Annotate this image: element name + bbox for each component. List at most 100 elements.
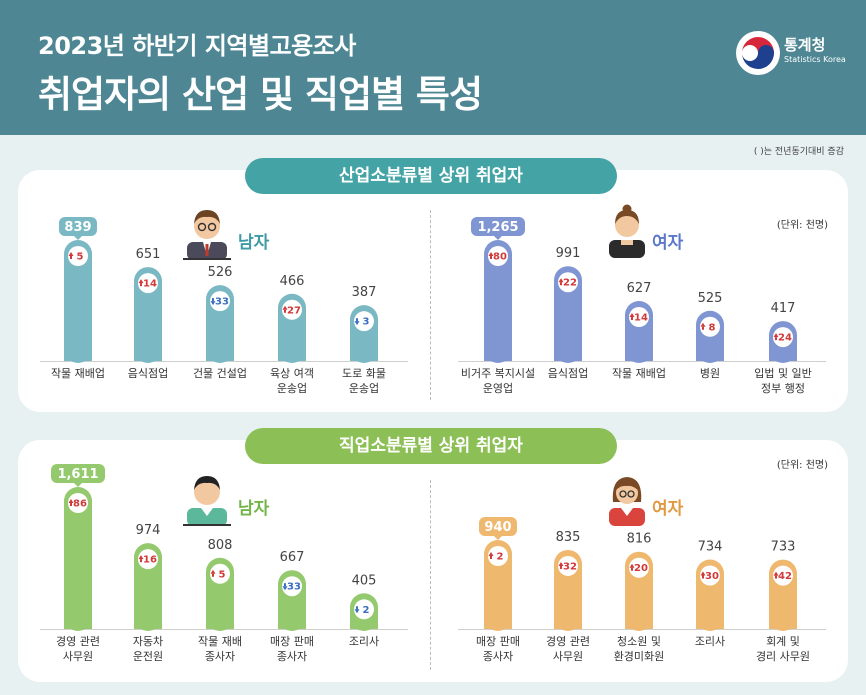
arrow-up-icon [488, 552, 494, 556]
value-tag [51, 464, 105, 483]
value-label: 974 [136, 523, 161, 538]
arrow-down-icon [354, 609, 360, 614]
value-label: 405 [352, 573, 377, 588]
gender-label-female: 여자 [652, 499, 684, 519]
category-label: 음식점업 [548, 367, 588, 380]
value-label: 816 [627, 532, 652, 547]
change-label: 22 [563, 278, 577, 289]
category-label: 매장 판매 [270, 635, 314, 648]
category-label: 운송업 [277, 382, 307, 395]
bar [554, 266, 582, 363]
arrow-down-icon [210, 301, 216, 306]
arrow-up-icon [488, 252, 494, 256]
change-label: 20 [634, 563, 648, 574]
category-label: 작물 재배업 [51, 367, 105, 380]
bar-base [64, 615, 92, 629]
arrow-up-icon [558, 561, 564, 566]
value-label: 1,611 [57, 467, 98, 482]
category-label: 회계 및 [766, 635, 800, 648]
bar-base [206, 615, 234, 629]
arrow-up-stem [490, 556, 492, 559]
unit-label: (단위: 천명) [776, 460, 828, 471]
arrow-up-stem [775, 575, 777, 579]
category-label: 종사자 [483, 650, 513, 663]
arrow-down-stem [356, 606, 358, 610]
bar [484, 240, 512, 363]
arrow-up-stem [631, 567, 633, 571]
change-badge [773, 565, 793, 586]
value-label: 835 [556, 530, 581, 545]
change-label: 33 [215, 297, 229, 308]
category-label: 운송업 [349, 382, 379, 395]
arrow-up-stem [140, 559, 142, 563]
arrow-down-icon [282, 586, 288, 591]
category-label: 운영업 [483, 382, 513, 395]
arrow-up-stem [560, 282, 562, 286]
category-label: 경영 관련 [56, 635, 100, 648]
change-label: 2 [497, 552, 504, 563]
bar-base [278, 347, 306, 361]
arrow-up-icon [138, 279, 144, 284]
male-worker-icon [183, 210, 231, 260]
arrow-up-icon [629, 313, 635, 318]
category-label: 사무원 [63, 650, 93, 663]
arrow-up-icon [282, 305, 288, 310]
arrow-up-icon [773, 571, 779, 576]
value-tag [479, 517, 517, 536]
category-label: 청소원 및 [617, 635, 661, 648]
arrow-up-stem [284, 309, 286, 313]
bar [134, 267, 162, 363]
change-label: 2 [363, 605, 370, 616]
arrow-up-icon [138, 555, 144, 560]
category-label: 조리사 [695, 635, 725, 648]
value-label: 991 [556, 246, 581, 261]
category-label: 음식점업 [128, 367, 168, 380]
arrow-down-stem [356, 318, 358, 322]
arrow-up-stem [702, 575, 704, 579]
change-label: 8 [709, 322, 716, 333]
change-badge [488, 246, 508, 266]
bar-base [625, 615, 653, 629]
category-label: 작물 재배업 [612, 367, 666, 380]
value-tag [59, 217, 97, 236]
change-label: 16 [143, 555, 157, 566]
change-label: 5 [77, 252, 84, 263]
category-label: 비거주 복지시설 [461, 367, 535, 380]
change-badge [68, 246, 88, 266]
male-worker-icon [183, 476, 231, 526]
change-badge [354, 311, 374, 332]
change-badge [629, 557, 649, 578]
bar [64, 240, 92, 363]
change-badge [558, 272, 578, 293]
bar-base [64, 347, 92, 361]
change-label: 30 [705, 571, 719, 582]
bar-base [484, 347, 512, 361]
change-badge [488, 546, 508, 566]
arrow-down-icon [354, 321, 360, 326]
change-label: 42 [778, 571, 792, 582]
logo-text: 통계청 [784, 36, 826, 54]
value-tag [471, 217, 525, 236]
value-label: 526 [208, 265, 233, 280]
category-label: 경리 사무원 [756, 650, 810, 663]
change-badge [210, 563, 230, 584]
value-label: 627 [627, 281, 652, 296]
bar-base [484, 615, 512, 629]
change-badge [558, 555, 578, 576]
value-label: 417 [771, 301, 796, 316]
arrow-up-stem [140, 283, 142, 287]
value-label: 734 [698, 540, 723, 555]
value-tag-pointer [494, 536, 502, 540]
panel-divider [430, 480, 431, 670]
change-badge [773, 327, 793, 348]
value-tag-pointer [74, 483, 82, 487]
category-label: 입법 및 일반 [754, 366, 812, 380]
category-label: 사무원 [553, 650, 583, 663]
category-label: 환경미화원 [614, 650, 665, 663]
bar-base [278, 615, 306, 629]
value-tag-pointer [494, 236, 502, 240]
arrow-down-stem [212, 298, 214, 302]
arrow-up-stem [631, 317, 633, 321]
category-label: 도로 화물 [342, 367, 386, 380]
